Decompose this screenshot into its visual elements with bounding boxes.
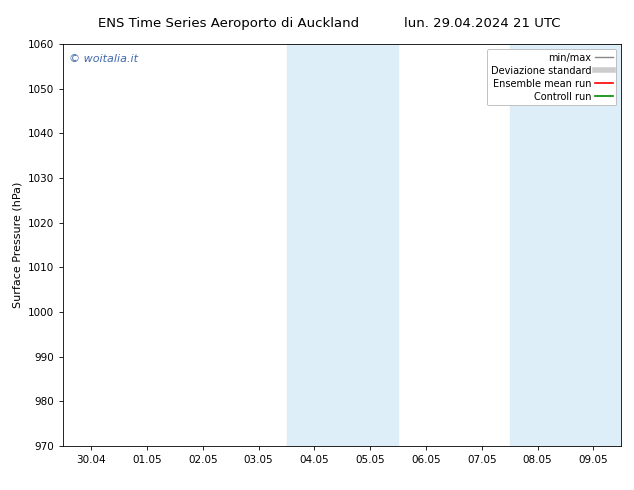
Bar — [510, 44, 566, 446]
Text: lun. 29.04.2024 21 UTC: lun. 29.04.2024 21 UTC — [404, 17, 560, 30]
Y-axis label: Surface Pressure (hPa): Surface Pressure (hPa) — [13, 182, 23, 308]
Bar — [342, 44, 398, 446]
Legend: min/max, Deviazione standard, Ensemble mean run, Controll run: min/max, Deviazione standard, Ensemble m… — [487, 49, 616, 105]
Text: ENS Time Series Aeroporto di Auckland: ENS Time Series Aeroporto di Auckland — [98, 17, 359, 30]
Text: © woitalia.it: © woitalia.it — [69, 54, 138, 64]
Bar — [566, 44, 621, 446]
Bar — [287, 44, 342, 446]
